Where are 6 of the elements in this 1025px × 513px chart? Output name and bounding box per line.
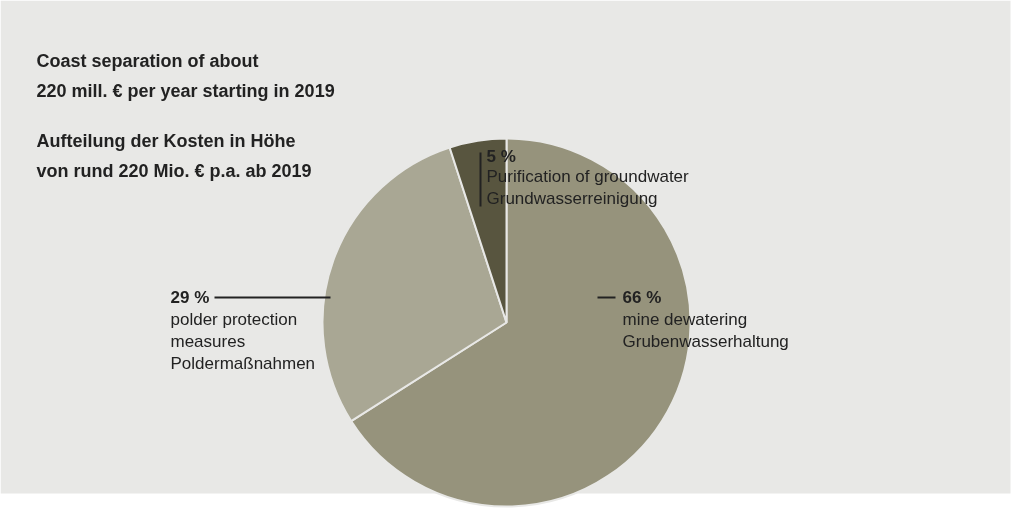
slice-label: mine dewatering Grubenwasserhaltung <box>622 309 789 351</box>
data-label: 29 % <box>170 287 210 307</box>
chart-subtitle: Aufteilung der Kosten in Höhe von rund 220 Mio. € p.a. ab 2019 <box>36 130 312 182</box>
slice-label: polder protection measures Poldermaßnahmen <box>170 309 316 373</box>
data-label: 66 % <box>622 287 662 307</box>
chart-title: Coast separation of about 220 mill. € per year starting in 2019 <box>36 50 335 102</box>
